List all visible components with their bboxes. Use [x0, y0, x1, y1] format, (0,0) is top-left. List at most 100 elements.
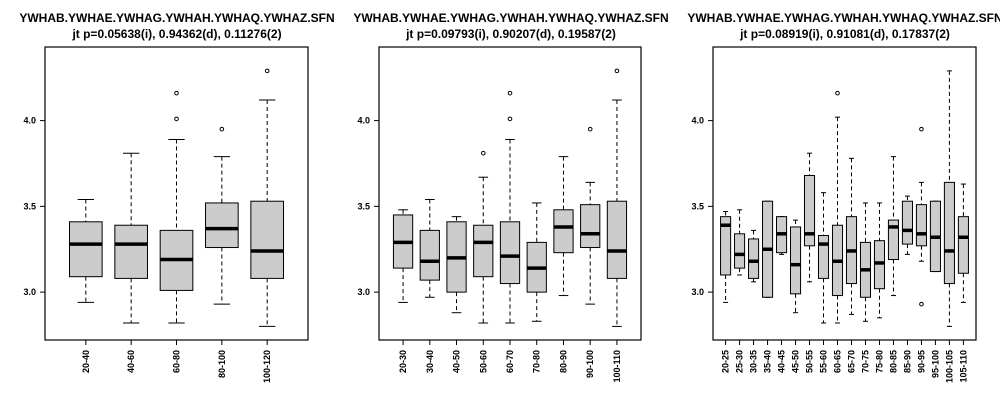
x-tick-label: 40-50	[452, 350, 462, 373]
outlier-point	[174, 116, 179, 122]
x-tick-label: 40-60	[126, 350, 136, 373]
x-tick-label: 60-70	[505, 350, 515, 373]
iqr-box	[580, 204, 601, 249]
panel-2-subtitle: jt p=0.09793(i), 0.90207(d), 0.19587(2)	[405, 27, 616, 41]
iqr-box	[901, 200, 913, 245]
panel-3-title: YWHAB.YWHAE.YWHAG.YWHAH.YWHAQ.YWHAZ.SFN	[687, 11, 1000, 25]
box-90-95: 90-95	[915, 126, 927, 373]
box-60-65: 60-65	[831, 90, 844, 373]
panel-2: YWHAB.YWHAE.YWHAG.YWHAH.YWHAQ.YWHAZ.SFN …	[353, 11, 668, 383]
x-tick-label: 80-85	[888, 350, 898, 373]
box-45-50: 45-50	[790, 219, 802, 373]
panel-2-marks: 3.0 3.5 4.0 20-30 30-40 40-50 50-60 60-70 70-80 8…	[357, 68, 628, 383]
box-85-90: 85-90	[901, 195, 913, 373]
y-tick-label: 3.5	[23, 201, 36, 211]
x-tick-label: 95-100	[930, 350, 940, 378]
x-tick-label: 100-105	[944, 350, 954, 383]
outlier-point	[507, 116, 513, 122]
x-tick-label: 85-90	[902, 350, 912, 373]
x-tick-label: 30-35	[749, 350, 759, 373]
outlier-point	[587, 126, 593, 132]
box-40-60: 40-60	[114, 152, 148, 373]
x-tick-label: 40-45	[777, 350, 787, 373]
x-tick-label: 20-25	[721, 350, 731, 373]
iqr-box	[499, 221, 521, 285]
panel-1: YWHAB.YWHAE.YWHAG.YWHAH.YWHAQ.YWHAZ.SFN …	[19, 11, 334, 383]
y-tick-label: 3.0	[691, 287, 704, 297]
x-tick-label: 30-40	[425, 350, 435, 373]
x-tick-label: 100-110	[612, 350, 622, 383]
outlier-point	[264, 68, 270, 74]
panel-3-marks: 3.0 3.5 4.0 20-25 25-30 30-35 35-40 40-45 45-50 5…	[691, 70, 969, 383]
x-tick-label: 90-95	[916, 350, 926, 373]
outlier-point	[480, 150, 486, 156]
iqr-box	[748, 238, 760, 279]
panel-1-title: YWHAB.YWHAE.YWHAG.YWHAH.YWHAQ.YWHAZ.SFN	[19, 11, 334, 25]
box-55-60: 55-60	[817, 192, 830, 373]
box-70-80: 70-80	[526, 202, 547, 373]
panel-3: YWHAB.YWHAE.YWHAG.YWHAH.YWHAQ.YWHAZ.SFN …	[687, 11, 1000, 383]
y-tick-label: 4.0	[691, 116, 704, 126]
iqr-box	[473, 224, 494, 278]
box-95-100: 95-100	[929, 200, 941, 378]
box-30-40: 30-40	[419, 199, 440, 373]
x-tick-label: 60-65	[833, 350, 843, 373]
box-80-90: 80-90	[553, 156, 574, 373]
x-tick-label: 70-80	[532, 350, 542, 373]
panel-2-title: YWHAB.YWHAE.YWHAG.YWHAH.YWHAQ.YWHAZ.SFN	[353, 11, 668, 25]
panel-1-marks: 3.0 3.5 4.0 20-40 40-60 60-80 80-100 100-120	[23, 68, 285, 383]
iqr-box	[887, 219, 899, 261]
x-tick-label: 80-90	[558, 350, 568, 373]
iqr-box	[734, 233, 746, 269]
x-tick-label: 45-50	[791, 350, 801, 373]
iqr-box	[606, 200, 628, 279]
outlier-point	[219, 126, 225, 132]
x-tick-label: 70-75	[860, 350, 870, 373]
outlier-point	[919, 301, 924, 307]
y-tick-label: 3.5	[357, 201, 370, 211]
box-70-75: 70-75	[859, 202, 872, 373]
x-tick-label: 75-80	[874, 350, 884, 373]
x-tick-label: 50-55	[805, 350, 815, 373]
outlier-point	[835, 90, 840, 96]
outlier-point	[174, 90, 179, 96]
box-65-70: 65-70	[845, 157, 858, 373]
y-tick-label: 3.0	[23, 287, 36, 297]
panel-3-plot-frame	[712, 46, 977, 341]
box-50-60: 50-60	[473, 150, 494, 373]
x-tick-label: 50-60	[478, 350, 488, 373]
x-tick-label: 80-100	[217, 350, 227, 378]
iqr-box	[114, 224, 148, 279]
iqr-box	[205, 202, 239, 249]
iqr-box	[957, 216, 969, 274]
panel-3-subtitle: jt p=0.08919(i), 0.91081(d), 0.17837(2)	[739, 27, 950, 41]
x-tick-label: 65-70	[846, 350, 856, 373]
iqr-box	[915, 204, 927, 247]
box-80-85: 80-85	[887, 156, 899, 373]
y-tick-label: 4.0	[357, 116, 370, 126]
box-100-105: 100-105	[943, 70, 955, 383]
iqr-box	[553, 209, 574, 254]
iqr-box	[419, 229, 440, 281]
box-80-100: 80-100	[205, 126, 239, 378]
box-60-80: 60-80	[159, 90, 194, 373]
x-tick-label: 20-30	[398, 350, 408, 373]
y-tick-label: 3.5	[691, 201, 704, 211]
x-tick-label: 25-30	[735, 350, 745, 373]
x-tick-label: 55-60	[819, 350, 829, 373]
box-20-40: 20-40	[68, 199, 103, 373]
box-30-35: 30-35	[748, 229, 760, 373]
iqr-box	[943, 181, 955, 285]
box-100-120: 100-120	[250, 68, 285, 383]
box-40-45: 40-45	[776, 216, 788, 373]
outlier-point	[614, 68, 620, 74]
iqr-box	[790, 226, 802, 295]
box-20-25: 20-25	[720, 211, 732, 373]
x-tick-label: 20-40	[81, 350, 91, 373]
panel-1-subtitle: jt p=0.05638(i), 0.94362(d), 0.11276(2)	[71, 27, 281, 41]
box-100-110: 100-110	[606, 68, 628, 383]
iqr-box	[720, 216, 732, 276]
x-tick-label: 100-120	[262, 350, 272, 383]
iqr-box	[68, 221, 103, 278]
